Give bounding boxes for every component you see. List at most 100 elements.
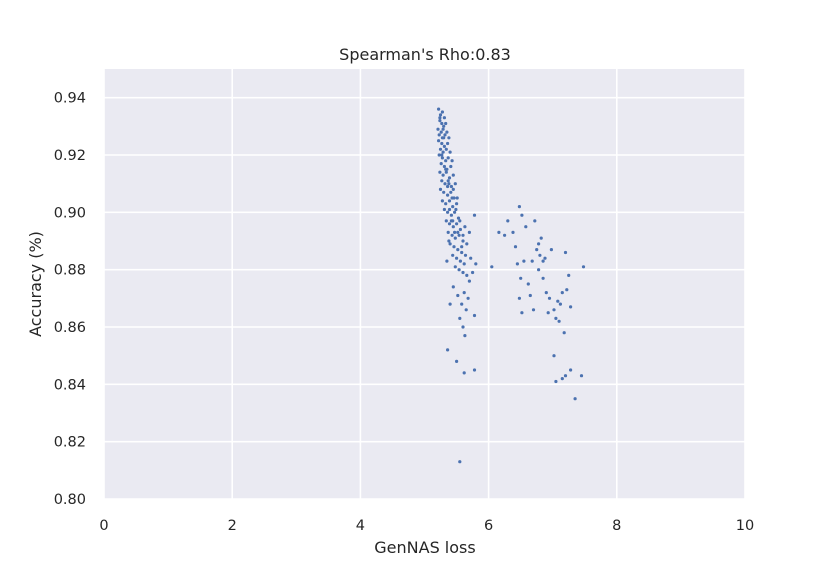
- scatter-point: [447, 182, 451, 186]
- y-tick-labels: 0.80 0.82 0.84 0.86 0.88 0.90 0.92 0.94: [54, 91, 86, 508]
- y-tick-label: 0.80: [54, 492, 86, 508]
- grid-lines: [103, 69, 746, 500]
- scatter-point: [569, 305, 573, 309]
- scatter-point: [567, 273, 571, 277]
- scatter-point: [451, 219, 455, 223]
- scatter-point: [460, 245, 464, 249]
- scatter-point: [453, 230, 457, 234]
- scatter-point: [442, 136, 446, 140]
- scatter-point: [440, 199, 444, 203]
- scatter-point: [438, 119, 442, 123]
- scatter-point: [448, 150, 452, 154]
- scatter-point: [461, 325, 465, 329]
- scatter-point: [436, 127, 440, 131]
- x-axis-label: GenNAS loss: [374, 538, 475, 557]
- scatter-point: [442, 116, 446, 120]
- scatter-point: [441, 150, 445, 154]
- scatter-point: [466, 296, 470, 300]
- scatter-point: [579, 374, 584, 378]
- scatter-point: [440, 179, 444, 183]
- scatter-point: [451, 187, 455, 191]
- scatter-point: [445, 259, 449, 263]
- scatter-point: [447, 176, 452, 180]
- scatter-point: [519, 276, 523, 280]
- scatter-point: [461, 239, 465, 243]
- scatter-point: [438, 113, 443, 117]
- scatter-point: [469, 256, 473, 260]
- chart-title: Spearman's Rho:0.83: [339, 45, 511, 64]
- scatter-point: [447, 222, 452, 226]
- scatter-point: [461, 270, 465, 275]
- scatter-point: [526, 282, 530, 286]
- scatter-point: [472, 313, 477, 318]
- scatter-point: [444, 202, 448, 206]
- scatter-point: [440, 141, 444, 146]
- scatter-point: [515, 262, 520, 266]
- scatter-point: [511, 230, 515, 234]
- scatter-point: [453, 182, 457, 186]
- scatter-point: [472, 213, 477, 217]
- x-tick-label: 10: [736, 518, 754, 534]
- y-tick-label: 0.92: [54, 148, 86, 164]
- x-tick-labels: 0 2 4 6 8 10: [99, 518, 754, 534]
- scatter-point: [552, 308, 556, 312]
- scatter-point: [565, 288, 569, 292]
- scatter-point: [458, 259, 462, 263]
- scatter-point: [455, 256, 459, 260]
- scatter-point: [562, 331, 566, 335]
- scatter-point: [549, 248, 554, 252]
- scatter-point: [467, 230, 471, 234]
- y-tick-label: 0.86: [54, 320, 86, 336]
- scatter-point: [443, 133, 447, 137]
- scatter-point: [438, 147, 443, 151]
- scatter-point: [446, 210, 450, 214]
- scatter-point: [455, 359, 459, 363]
- scatter-point: [442, 190, 446, 194]
- y-tick-label: 0.84: [54, 377, 86, 393]
- scatter-point: [453, 265, 457, 269]
- scatter-point: [533, 219, 537, 223]
- scatter-point: [443, 182, 447, 186]
- scatter-point: [446, 193, 450, 197]
- scatter-point: [447, 199, 452, 203]
- scatter-point: [474, 262, 478, 266]
- scatter-point: [450, 196, 454, 200]
- scatter-point: [503, 233, 507, 237]
- plot-background: [104, 69, 745, 499]
- scatter-point: [447, 207, 452, 212]
- scatter-point: [444, 170, 448, 174]
- scatter-point: [446, 230, 450, 234]
- scatter-point: [440, 110, 444, 114]
- scatter-point: [438, 187, 443, 191]
- scatter-point: [442, 207, 446, 212]
- scatter-point: [465, 273, 469, 277]
- scatter-point: [463, 253, 468, 257]
- scatter-point: [452, 245, 456, 249]
- scatter-point: [535, 248, 539, 252]
- scatter-point: [442, 124, 446, 128]
- scatter-point: [458, 460, 462, 464]
- scatter-point: [454, 207, 458, 212]
- scatter-point: [558, 302, 563, 306]
- scatter-point: [462, 262, 466, 266]
- scatter-point: [438, 170, 442, 174]
- scatter-point: [453, 210, 457, 214]
- scatter-point: [554, 316, 558, 320]
- scatter-point: [450, 159, 454, 163]
- scatter-point: [506, 219, 510, 223]
- scatter-point: [437, 153, 441, 157]
- scatter-point: [458, 219, 462, 223]
- scatter-point: [455, 222, 459, 226]
- scatter-point: [557, 319, 561, 323]
- scatter-point: [451, 205, 455, 209]
- scatter-point: [544, 291, 548, 295]
- scatter-point: [455, 202, 459, 206]
- y-tick-label: 0.88: [54, 263, 86, 279]
- scatter-point: [450, 233, 454, 237]
- scatter-point: [463, 334, 467, 338]
- scatter-point: [460, 250, 464, 255]
- x-tick-label: 0: [99, 518, 108, 534]
- scatter-point: [440, 153, 444, 157]
- scatter-point: [569, 368, 573, 372]
- scatter-point: [520, 213, 524, 217]
